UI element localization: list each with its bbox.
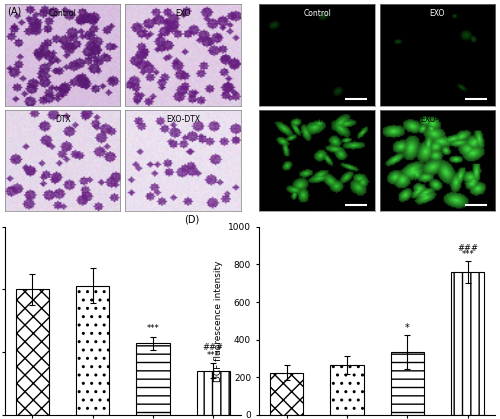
Text: ***: *** bbox=[462, 250, 474, 259]
Text: ###: ### bbox=[203, 343, 224, 352]
Text: (C): (C) bbox=[262, 6, 276, 16]
Text: (A): (A) bbox=[8, 6, 22, 16]
Text: EXO: EXO bbox=[175, 9, 190, 18]
Text: ***: *** bbox=[146, 324, 160, 334]
Text: EXO: EXO bbox=[430, 9, 445, 18]
Text: EXO-DTX: EXO-DTX bbox=[166, 115, 200, 124]
Bar bbox=[451, 272, 484, 415]
Bar bbox=[16, 290, 49, 415]
Text: DTX: DTX bbox=[55, 115, 70, 124]
Text: Control: Control bbox=[49, 9, 76, 18]
Text: Control: Control bbox=[303, 9, 331, 18]
Bar bbox=[136, 343, 170, 415]
Text: ***: *** bbox=[207, 351, 220, 360]
Bar bbox=[391, 352, 424, 415]
Text: ###: ### bbox=[457, 245, 478, 253]
Y-axis label: DCF fluorescence intensity: DCF fluorescence intensity bbox=[214, 260, 222, 382]
Text: (D): (D) bbox=[184, 215, 200, 225]
Bar bbox=[330, 365, 364, 415]
Text: *: * bbox=[405, 323, 410, 333]
Text: EXO-DTX: EXO-DTX bbox=[420, 115, 454, 124]
Bar bbox=[196, 371, 230, 415]
Text: DTX: DTX bbox=[310, 115, 325, 124]
Bar bbox=[270, 372, 304, 415]
Bar bbox=[76, 286, 109, 415]
